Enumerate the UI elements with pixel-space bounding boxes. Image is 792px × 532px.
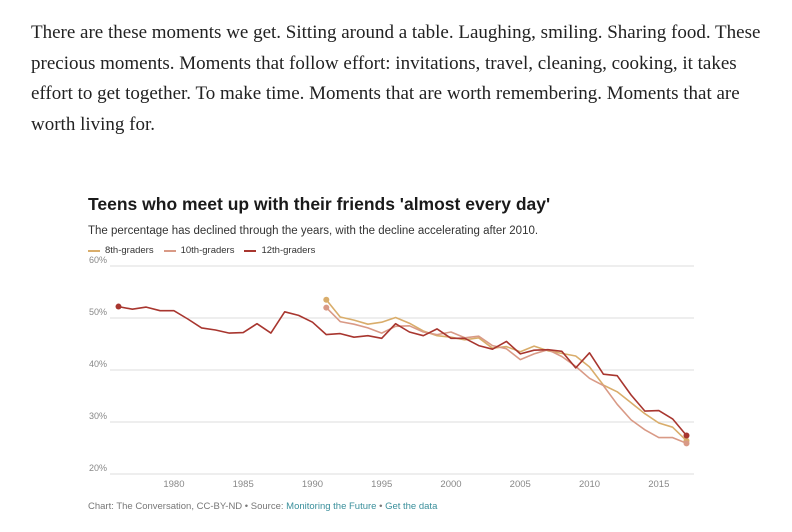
legend-swatch-12th-graders (244, 249, 257, 252)
legend-swatch-8th-graders (88, 249, 100, 252)
y-tick-label-60: 60% (89, 255, 107, 265)
y-tick-label-30: 30% (89, 411, 107, 421)
legend-item-12th-graders: 12th-graders (244, 245, 315, 256)
legend-item-10th-graders: 10th-graders (163, 245, 235, 256)
legend-label-8th-graders: 8th-graders (105, 245, 154, 256)
y-tick-label-40: 40% (89, 359, 107, 369)
article-paragraph: There are these moments we get. Sitting … (31, 22, 761, 135)
chart-footer: Chart: The Conversation, CC-BY-ND • Sour… (88, 501, 437, 512)
chart-title: Teens who meet up with their friends 'al… (88, 194, 551, 214)
series-end-point-12th-graders (683, 432, 690, 439)
x-tick-label-1990: 1990 (302, 479, 323, 490)
series-start-point-12th-graders (115, 303, 122, 310)
get-data-link[interactable]: Get the data (385, 501, 438, 512)
x-tick-label-2010: 2010 (579, 479, 600, 490)
x-tick-label-1995: 1995 (371, 479, 392, 490)
legend-label-10th-graders: 10th-graders (180, 245, 235, 256)
x-tick-label-2015: 2015 (648, 479, 669, 490)
legend-item-8th-graders: 8th-graders (88, 245, 154, 256)
series-start-point-10th-graders (323, 304, 330, 311)
series-start-point-8th-graders (323, 296, 330, 303)
y-tick-label-20: 20% (89, 463, 107, 473)
x-tick-label-2005: 2005 (510, 479, 531, 490)
legend-swatch-10th-graders (163, 249, 176, 252)
series-line-8th-graders (325, 299, 688, 442)
x-tick-label-1980: 1980 (163, 479, 184, 490)
x-tick-label-2000: 2000 (440, 479, 461, 490)
series-line-10th-graders (325, 306, 688, 445)
chart-container: Teens who meet up with their friends 'al… (88, 194, 698, 524)
x-tick-label-1985: 1985 (233, 479, 254, 490)
footer-credit: Chart: The Conversation, CC-BY-ND • Sour… (88, 501, 287, 512)
series-line-12th-graders (117, 305, 688, 437)
source-link[interactable]: Monitoring the Future (286, 501, 377, 512)
footer-separator: • (376, 501, 386, 512)
y-tick-label-50: 50% (89, 307, 107, 317)
chart-subtitle: The percentage has declined through the … (88, 225, 539, 237)
chart-legend: 8th-graders 10th-graders 12th-graders (88, 245, 315, 256)
series-end-point-10th-graders (683, 440, 690, 447)
legend-label-12th-graders: 12th-graders (261, 245, 316, 256)
